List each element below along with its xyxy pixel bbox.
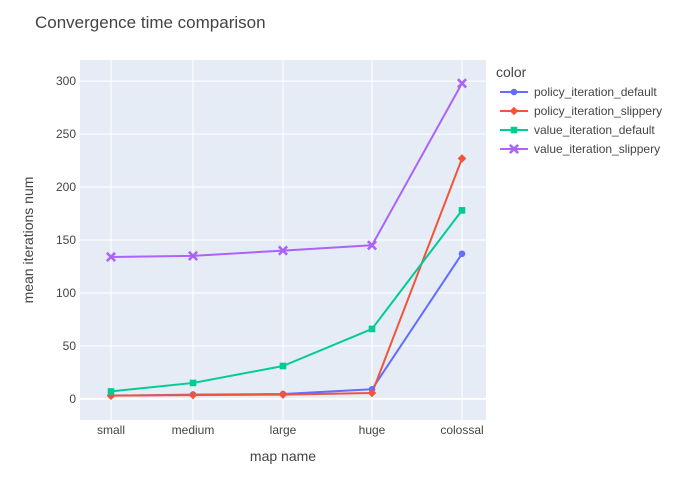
legend-label-value-iteration-slippery: value_iteration_slippery bbox=[534, 142, 660, 156]
point-value-iteration-default-small bbox=[107, 388, 115, 395]
legend-label-policy-iteration-default: policy_iteration_default bbox=[534, 85, 657, 99]
legend-marker-policy-iteration-default bbox=[510, 88, 518, 96]
y-axis-ticks: 0 50 100 150 200 250 300 bbox=[56, 74, 76, 406]
x-tick-label-small: small bbox=[97, 423, 125, 437]
x-tick-label-large: large bbox=[270, 423, 297, 437]
point-value-iteration-default-large bbox=[279, 362, 287, 370]
point-policy-iteration-slippery-colossal bbox=[457, 154, 467, 163]
y-tick-label-100: 100 bbox=[56, 286, 76, 300]
y-tick-label-250: 250 bbox=[56, 127, 76, 141]
x-tick-label-colossal: colossal bbox=[440, 423, 483, 437]
series-markers bbox=[105, 78, 468, 400]
y-tick-label-0: 0 bbox=[69, 392, 76, 406]
point-value-iteration-slippery-large bbox=[277, 245, 289, 256]
point-policy-iteration-default-colossal bbox=[458, 250, 466, 258]
point-value-iteration-default-huge bbox=[368, 325, 376, 333]
y-tick-label-200: 200 bbox=[56, 180, 76, 194]
point-value-iteration-slippery-huge bbox=[366, 240, 378, 251]
legend-marker-policy-iteration-slippery bbox=[509, 106, 519, 116]
point-policy-iteration-slippery-small bbox=[106, 391, 116, 400]
point-value-iteration-default-colossal bbox=[458, 207, 466, 214]
legend-label-policy-iteration-slippery: policy_iteration_slippery bbox=[534, 104, 662, 118]
point-value-iteration-default-medium bbox=[189, 379, 197, 387]
y-tick-label-300: 300 bbox=[56, 74, 76, 88]
point-policy-iteration-slippery-large bbox=[278, 390, 288, 399]
point-value-iteration-slippery-colossal bbox=[456, 78, 468, 89]
x-tick-label-huge: huge bbox=[359, 423, 386, 437]
legend: color policy_iteration_default policy_ite… bbox=[496, 64, 662, 156]
x-axis-title: map name bbox=[250, 448, 316, 464]
chart-title: Convergence time comparison bbox=[35, 13, 266, 32]
x-axis-ticks: small medium large huge colossal bbox=[97, 423, 484, 437]
legend-marker-value-iteration-default bbox=[510, 126, 518, 134]
point-value-iteration-slippery-small bbox=[105, 251, 117, 262]
y-tick-label-150: 150 bbox=[56, 233, 76, 247]
y-tick-label-50: 50 bbox=[63, 339, 77, 353]
point-value-iteration-slippery-medium bbox=[187, 250, 199, 261]
legend-marker-value-iteration-slippery bbox=[508, 143, 520, 155]
legend-label-value-iteration-default: value_iteration_default bbox=[534, 123, 655, 137]
point-policy-iteration-slippery-huge bbox=[367, 388, 377, 398]
legend-title: color bbox=[496, 64, 527, 80]
point-policy-iteration-slippery-medium bbox=[188, 390, 198, 400]
y-axis-title: mean iterations num bbox=[20, 177, 36, 304]
x-tick-label-medium: medium bbox=[172, 423, 215, 437]
